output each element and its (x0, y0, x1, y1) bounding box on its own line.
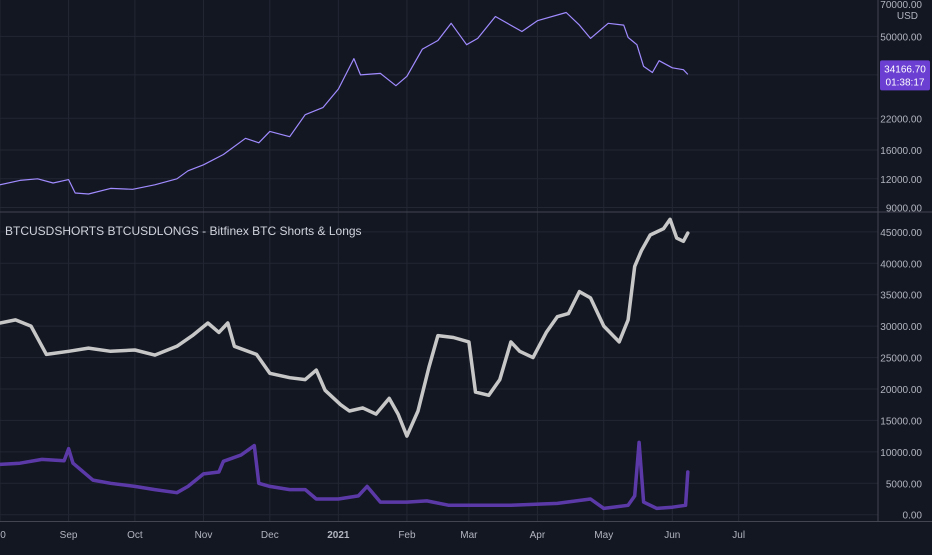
time-tick-label: Mar (460, 530, 478, 541)
price-pane[interactable] (0, 11, 689, 195)
price-axis-top-label: 70000.00 (880, 0, 922, 11)
indicator-tick-label: 35000.00 (880, 291, 922, 302)
time-tick-label: Nov (195, 530, 213, 541)
time-tick-label: Sep (60, 530, 78, 541)
last-price-tag: 34166.70 01:38:17 (880, 60, 930, 91)
longs-line[interactable] (0, 217, 690, 438)
price-tick-label: 22000.00 (880, 114, 922, 125)
price-tick-label: 50000.00 (880, 32, 922, 43)
shorts-line[interactable] (0, 440, 690, 511)
time-tick-label: 2021 (327, 530, 350, 541)
indicator-tick-label: 5000.00 (886, 479, 923, 490)
time-tick-label: Dec (261, 530, 279, 541)
indicator-tick-label: 0.00 (903, 511, 923, 522)
shorts-longs-pane[interactable] (0, 217, 690, 511)
time-tick-label: 0 (0, 530, 6, 541)
time-tick-label: Feb (398, 530, 416, 541)
btc-price-line[interactable] (0, 11, 689, 195)
indicator-tick-label: 45000.00 (880, 228, 922, 239)
indicator-tick-label: 20000.00 (880, 385, 922, 396)
price-tick-label: 12000.00 (880, 175, 922, 186)
time-tick-label: Apr (530, 530, 546, 541)
time-tick-label: May (594, 530, 613, 541)
time-tick-label: Jun (664, 530, 680, 541)
time-tick-label: Oct (127, 530, 143, 541)
indicator-tick-label: 40000.00 (880, 259, 922, 270)
indicator-axis[interactable]: 45000.00 40000.00 35000.00 30000.00 25000.00… (880, 228, 922, 522)
indicator-tick-label: 10000.00 (880, 448, 922, 459)
price-tick-label: 9000.00 (886, 203, 923, 214)
indicator-tick-label: 25000.00 (880, 354, 922, 365)
grid-layer (0, 0, 878, 521)
time-axis[interactable]: 0 Sep Oct Nov Dec 2021 Feb Mar Apr May Jun Jul (0, 530, 745, 541)
price-countdown: 01:38:17 (886, 77, 925, 88)
indicator-tick-label: 30000.00 (880, 322, 922, 333)
last-price-value: 34166.70 (884, 64, 926, 75)
pane2-title: BTCUSDSHORTS BTCUSDLONGS - Bitfinex BTC … (5, 224, 362, 238)
price-tick-label: 16000.00 (880, 146, 922, 157)
currency-label: USD (897, 11, 918, 22)
indicator-tick-label: 15000.00 (880, 416, 922, 427)
time-tick-label: Jul (732, 530, 745, 541)
